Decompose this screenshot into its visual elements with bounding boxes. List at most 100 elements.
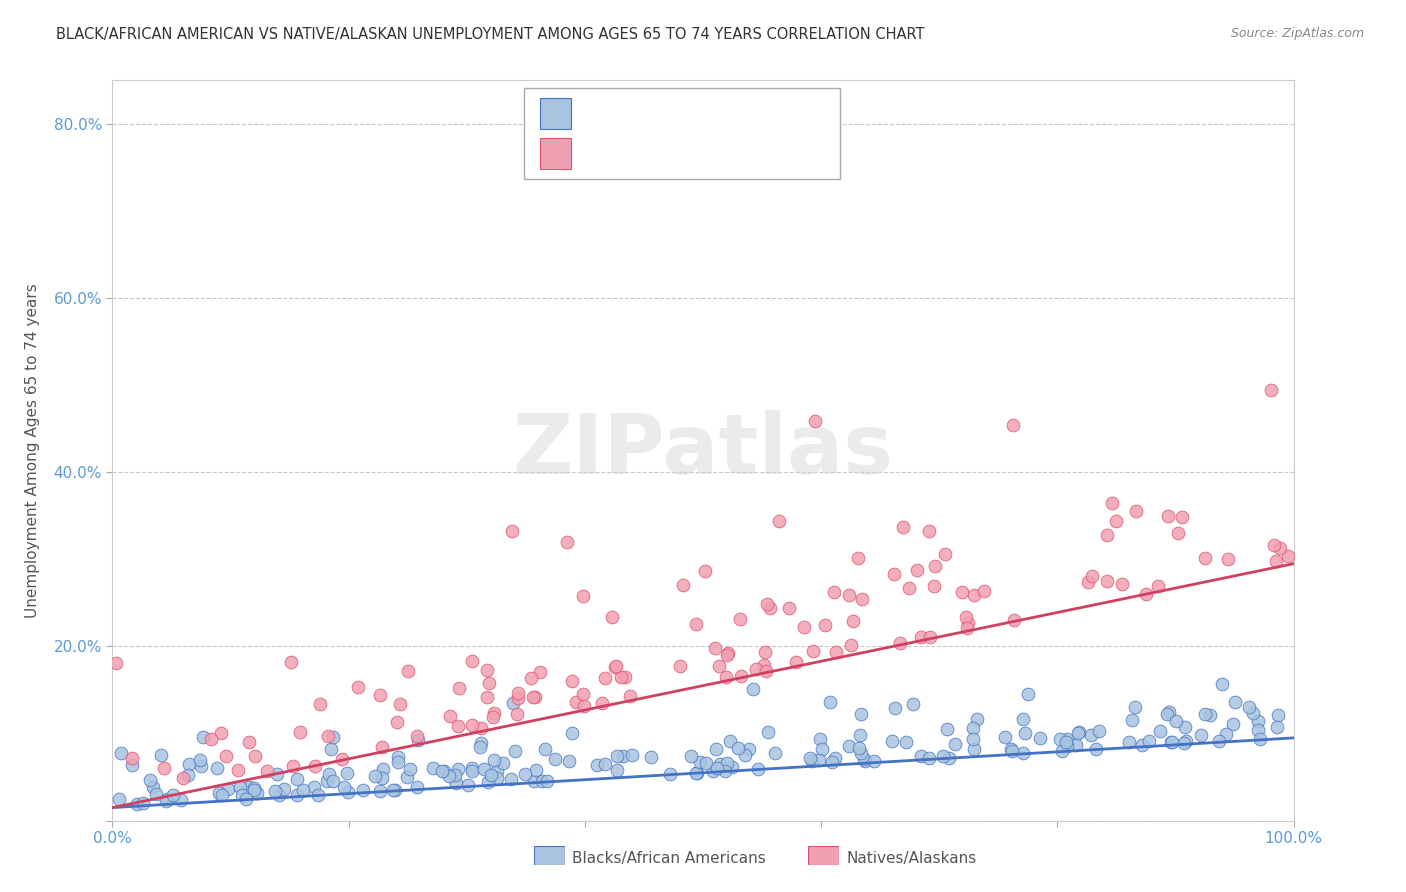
- Point: [785, 655, 807, 669]
- Point: [679, 749, 702, 764]
- Point: [1149, 723, 1171, 738]
- Point: [153, 761, 176, 775]
- Point: [370, 771, 392, 785]
- Point: [1225, 695, 1247, 709]
- Point: [336, 765, 359, 780]
- Point: [385, 714, 408, 729]
- Point: [156, 792, 179, 806]
- Point: [801, 644, 824, 658]
- Point: [825, 645, 848, 659]
- Point: [481, 710, 503, 724]
- Point: [506, 707, 529, 722]
- Point: [121, 758, 143, 772]
- Point: [730, 669, 752, 683]
- Point: [759, 600, 782, 615]
- Point: [745, 662, 768, 676]
- Point: [1002, 418, 1025, 433]
- Point: [1137, 733, 1160, 747]
- Point: [695, 756, 717, 770]
- Point: [446, 775, 468, 789]
- Point: [226, 763, 249, 777]
- Point: [1050, 744, 1073, 758]
- Point: [811, 742, 834, 756]
- Point: [170, 793, 193, 807]
- Point: [290, 724, 312, 739]
- Point: [1246, 723, 1268, 738]
- Point: [689, 755, 711, 769]
- Point: [208, 786, 231, 800]
- Point: [714, 670, 737, 684]
- Point: [1175, 734, 1198, 748]
- Text: ZIPatlas: ZIPatlas: [513, 410, 893, 491]
- Point: [839, 638, 862, 652]
- Point: [246, 786, 269, 800]
- Point: [188, 753, 211, 767]
- Text: R = 0.431: R = 0.431: [589, 146, 669, 161]
- Point: [1189, 728, 1212, 742]
- Point: [1216, 552, 1239, 566]
- Point: [963, 741, 986, 756]
- Point: [256, 764, 278, 779]
- Point: [503, 744, 526, 758]
- Point: [1277, 549, 1299, 563]
- Point: [905, 563, 928, 577]
- Point: [330, 752, 353, 766]
- Point: [922, 578, 945, 592]
- Point: [640, 750, 662, 764]
- Point: [718, 734, 741, 748]
- Point: [716, 648, 738, 663]
- Point: [190, 759, 212, 773]
- Point: [475, 690, 498, 704]
- Point: [1268, 541, 1291, 556]
- Point: [308, 697, 330, 711]
- Point: [482, 706, 505, 720]
- Bar: [540, 138, 571, 169]
- Point: [389, 697, 412, 711]
- Point: [1241, 706, 1264, 720]
- Point: [479, 767, 502, 781]
- Point: [285, 788, 308, 802]
- Point: [1215, 727, 1237, 741]
- Point: [721, 759, 744, 773]
- Point: [1265, 554, 1288, 568]
- Point: [838, 588, 860, 602]
- Point: [966, 712, 988, 726]
- Point: [612, 748, 634, 763]
- Point: [1084, 742, 1107, 756]
- Point: [322, 773, 344, 788]
- Point: [938, 751, 960, 765]
- Point: [193, 731, 215, 745]
- Point: [714, 764, 737, 779]
- Point: [433, 764, 456, 779]
- Point: [1056, 739, 1078, 753]
- Point: [264, 784, 287, 798]
- Point: [145, 787, 167, 801]
- Point: [125, 797, 148, 812]
- Point: [1194, 706, 1216, 721]
- Point: [707, 659, 730, 673]
- Point: [524, 763, 547, 777]
- Point: [283, 758, 305, 772]
- Text: N = 128: N = 128: [718, 146, 785, 161]
- Point: [1265, 720, 1288, 734]
- Point: [461, 717, 484, 731]
- Point: [131, 797, 153, 811]
- Point: [461, 761, 484, 775]
- Point: [955, 609, 977, 624]
- Point: [316, 774, 339, 789]
- Text: Source: ZipAtlas.com: Source: ZipAtlas.com: [1230, 27, 1364, 40]
- Point: [176, 768, 198, 782]
- Point: [1012, 712, 1035, 726]
- Point: [851, 592, 873, 607]
- Point: [291, 782, 314, 797]
- FancyBboxPatch shape: [524, 88, 839, 179]
- Point: [422, 761, 444, 775]
- Point: [470, 721, 492, 735]
- Point: [396, 665, 419, 679]
- Point: [561, 673, 583, 688]
- Point: [243, 748, 266, 763]
- Point: [752, 658, 775, 673]
- Point: [910, 749, 932, 764]
- Point: [304, 758, 326, 772]
- Point: [807, 753, 830, 767]
